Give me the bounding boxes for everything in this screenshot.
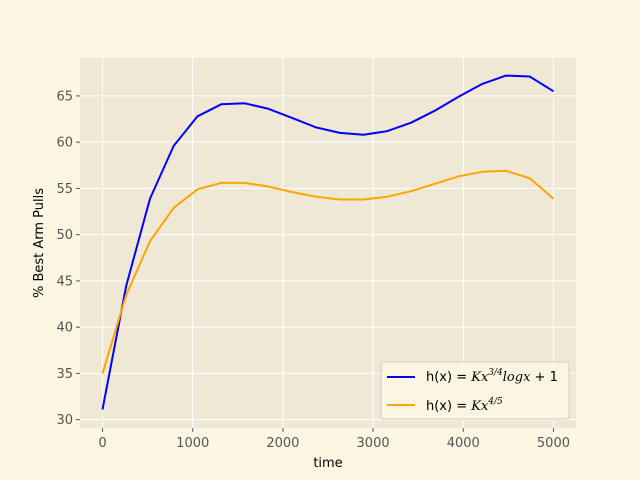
x-tick-label: 4000 bbox=[447, 436, 480, 451]
y-tick-label: 55 bbox=[56, 182, 73, 197]
x-tick-label: 3000 bbox=[357, 436, 390, 451]
series-line-1 bbox=[101, 74, 555, 410]
y-tick-label: 65 bbox=[56, 89, 73, 104]
y-tick-label: 35 bbox=[56, 367, 73, 382]
y-tick-label: 40 bbox=[56, 321, 73, 336]
legend-box bbox=[380, 361, 570, 420]
x-tick-label: 0 bbox=[98, 436, 106, 451]
x-tick-label: 5000 bbox=[537, 436, 570, 451]
series-line-2 bbox=[101, 169, 555, 374]
y-tick-label: 50 bbox=[56, 228, 73, 243]
axis-ticks: 0 1000 2000 3000 4000 5000 30 35 40 45 50 55 60 65 bbox=[56, 89, 570, 451]
legend-label-series-1: h(x) = Kx3/4logx + 1 bbox=[426, 368, 558, 385]
x-axis-label: time bbox=[313, 456, 342, 471]
y-axis-label: % Best Arm Pulls bbox=[32, 188, 47, 298]
y-tick-label: 30 bbox=[56, 413, 73, 428]
legend: h(x) = Kx3/4logx + 1 h(x) = Kx4/5 bbox=[380, 361, 570, 420]
y-tick-label: 45 bbox=[56, 274, 73, 289]
series-lines bbox=[101, 74, 555, 410]
y-tick-label: 60 bbox=[56, 136, 73, 151]
legend-label-series-2: h(x) = Kx4/5 bbox=[426, 397, 503, 414]
x-tick-label: 2000 bbox=[266, 436, 299, 451]
x-tick-label: 1000 bbox=[176, 436, 209, 451]
